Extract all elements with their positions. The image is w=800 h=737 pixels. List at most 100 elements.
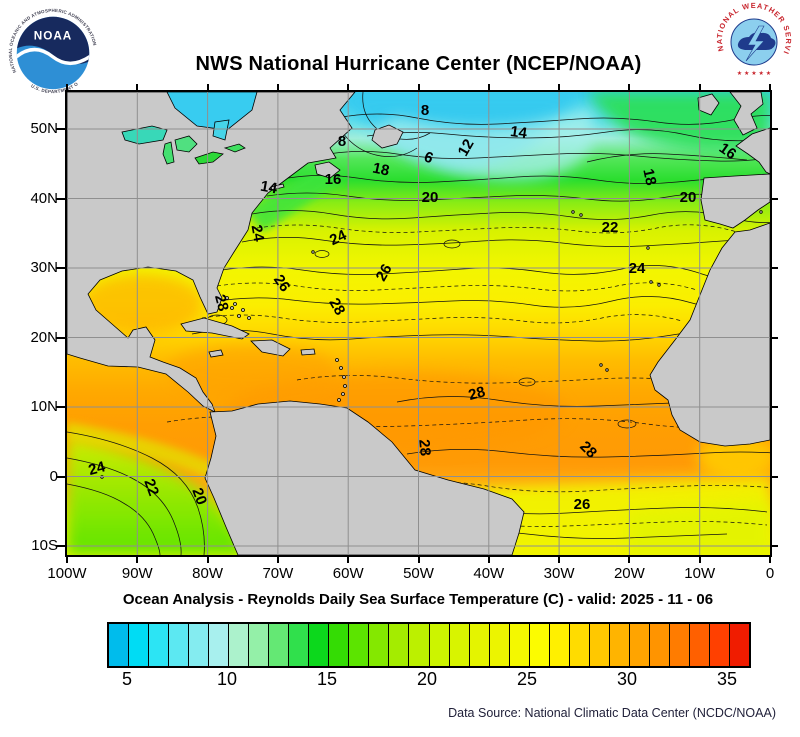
contour-label: 20 (422, 189, 439, 206)
colorbar-segment (388, 624, 409, 666)
lon-label: 20W (613, 565, 645, 582)
lat-label: 0 (49, 467, 58, 485)
contour-label: 28 (415, 439, 433, 457)
land-south-america (204, 400, 525, 555)
lat-tick-right (770, 128, 778, 130)
contour-label: 28 (325, 295, 348, 318)
contour-label: 28 (467, 383, 488, 404)
contour-label: 24 (327, 226, 350, 249)
lon-tick-bottom (206, 555, 209, 563)
land-cuba (180, 317, 250, 340)
contour-label: 20 (680, 189, 697, 206)
colorbar-segment (448, 624, 469, 666)
colorbar-segment (148, 624, 169, 666)
lon-tick-bottom (66, 555, 68, 563)
contour-label: 18 (639, 167, 659, 187)
colorbar-tick-label: 15 (316, 669, 338, 689)
colorbar-segment (668, 624, 689, 666)
lon-tick-bottom (628, 555, 631, 563)
lake-michigan (162, 141, 175, 165)
colorbar-tick-label: 10 (216, 669, 238, 689)
lat-tick-left (56, 406, 67, 408)
land-africa (649, 222, 770, 447)
lon-tick-bottom (769, 555, 771, 563)
contour-label: 24 (629, 260, 646, 277)
lon-tick-top (769, 84, 771, 92)
lat-lon-grid (67, 92, 770, 555)
contour-label: 28 (211, 293, 232, 314)
contour-label: 16 (325, 171, 342, 188)
contour-label: 24 (87, 458, 108, 479)
colorbar-segment (228, 624, 249, 666)
lake-superior (121, 125, 168, 145)
colorbar-segment (268, 624, 289, 666)
map-frame: 8 14 12 6 16 18 20 8 16 14 18 20 22 24 24 24 26 26 28 28 28 2… (65, 90, 772, 557)
contour-label: 18 (371, 160, 391, 180)
lat-label: 10S (31, 537, 58, 554)
lon-tick-bottom (417, 555, 420, 563)
lon-tick-bottom (276, 555, 279, 563)
page-title: NWS National Hurricane Center (NCEP/NOAA… (195, 53, 642, 75)
colorbar-segment (648, 624, 669, 666)
colorbar-segment (368, 624, 389, 666)
lon-label: 50W (403, 565, 434, 582)
colorbar-segment (128, 624, 149, 666)
lon-tick-top (417, 84, 420, 92)
data-source-note: Data Source: National Climatic Data Cent… (448, 706, 776, 720)
inland-water (121, 92, 258, 165)
land-hispaniola (250, 339, 291, 357)
contour-label: 14 (259, 178, 279, 198)
colorbar-tick-labels: 5 10 15 20 25 30 35 (107, 669, 747, 693)
colorbar-segment (408, 624, 429, 666)
noaa-seagull-icon (16, 47, 90, 65)
colorbar-segment (628, 624, 649, 666)
lon-tick-bottom (136, 555, 139, 563)
contour-label: 22 (602, 219, 619, 236)
colorbar-segment (288, 624, 309, 666)
nws-lightning-icon (745, 25, 765, 62)
lat-tick-right (770, 475, 778, 478)
contour-label: 12 (455, 136, 478, 159)
island-specks (100, 210, 763, 479)
lat-tick-left (56, 336, 67, 339)
land-ireland (697, 93, 720, 116)
colorbar-segment (428, 624, 449, 666)
lon-label: 40W (473, 565, 505, 582)
colorbar-tick-label: 25 (516, 669, 538, 689)
lon-label: 70W (262, 565, 294, 582)
lon-tick-bottom (487, 555, 490, 563)
land-france (735, 127, 770, 175)
colorbar-segment (728, 624, 749, 666)
map-subtitle: Ocean Analysis - Reynolds Daily Sea Surf… (122, 591, 714, 608)
lon-label: 10W (684, 565, 716, 582)
contour-label: 26 (373, 261, 396, 284)
colorbar-segment (708, 624, 729, 666)
contour-label: 26 (270, 272, 293, 295)
lat-tick-right (770, 336, 778, 339)
noaa-center-text: NOAA (34, 29, 73, 42)
lon-label: 30W (543, 565, 575, 582)
nws-stars: ★ ★ ★ ★ ★ (737, 70, 772, 77)
lat-tick-right (770, 406, 778, 408)
lat-tick-left (56, 267, 67, 269)
lat-tick-left (56, 128, 67, 130)
land-puerto-rico (300, 348, 316, 356)
contour-label: 16 (716, 140, 739, 163)
temperature-colorbar (107, 622, 751, 668)
contour-label: 20 (188, 486, 210, 507)
colorbar-tick-label: 30 (616, 669, 638, 689)
contour-label: 14 (509, 123, 529, 142)
lat-tick-left (56, 475, 67, 478)
lat-tick-right (770, 267, 778, 269)
noaa-logo: NATIONAL OCEANIC AND ATMOSPHERIC ADMINIS… (6, 4, 100, 100)
colorbar-segment (188, 624, 209, 666)
lat-tick-left (56, 197, 67, 200)
lat-tick-right (770, 197, 778, 200)
lon-tick-top (276, 84, 279, 92)
lon-tick-bottom (698, 555, 701, 563)
lon-tick-top (698, 84, 701, 92)
lon-label: 80W (192, 565, 224, 582)
